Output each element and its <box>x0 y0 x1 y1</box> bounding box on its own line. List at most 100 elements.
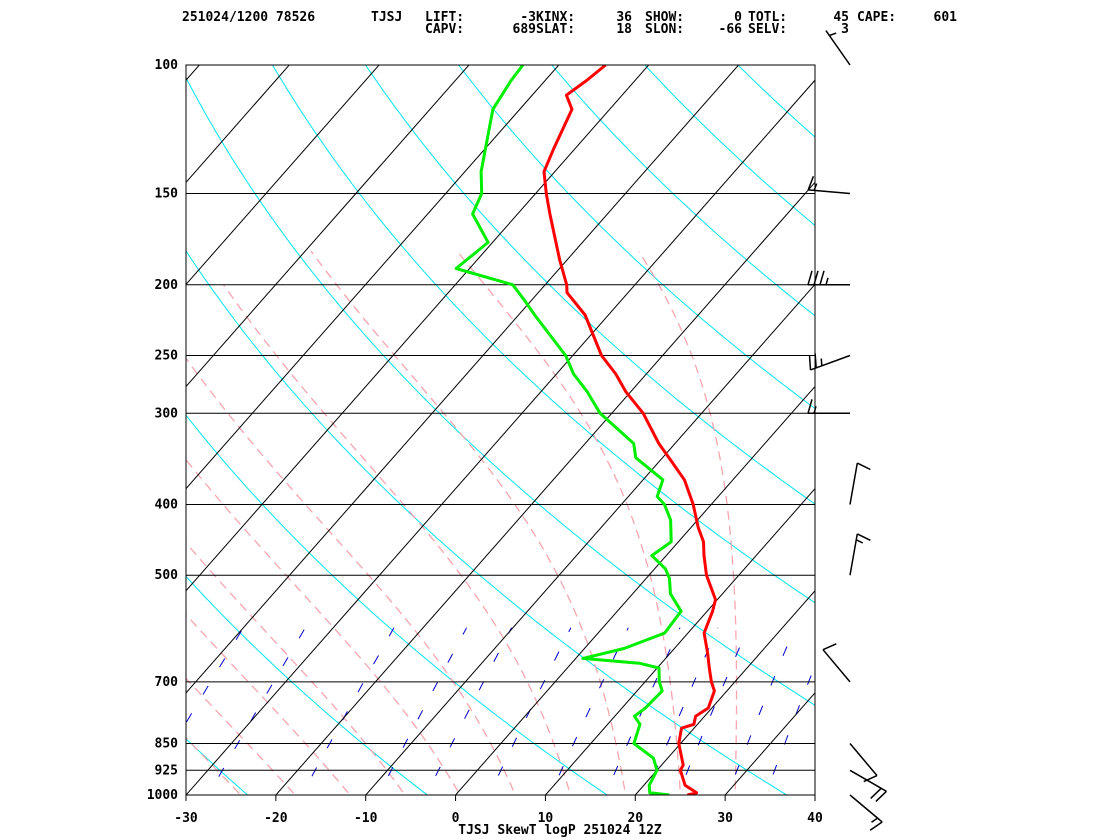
isotherm <box>544 487 815 795</box>
barb-half-flag <box>813 406 817 414</box>
barb-staff <box>810 354 851 371</box>
mixing-ratio-line <box>207 627 306 795</box>
moist-adiabat <box>638 250 738 795</box>
wind-barb <box>849 533 871 576</box>
isotherm <box>186 65 201 81</box>
wind-barb <box>808 353 851 371</box>
temperature-tick-label: -30 <box>174 811 198 826</box>
sounding-header: 251024/1200 78526 TJSJ LIFT: -3 KINX: 36… <box>0 0 1120 40</box>
index-label: TOTL: <box>748 10 788 25</box>
barb-half-flag <box>855 539 864 544</box>
pressure-tick-label: 400 <box>155 498 179 513</box>
index-label: KINX: <box>536 10 576 25</box>
dewpoint-profile <box>454 65 683 795</box>
isotherm <box>634 590 815 795</box>
barb-half-flag <box>820 358 823 366</box>
pressure-tick-label: 250 <box>155 349 179 364</box>
isotherm <box>186 65 650 592</box>
index-value: 0 <box>734 10 742 25</box>
moist-adiabat <box>186 357 517 795</box>
dry-adiabat <box>186 250 788 795</box>
moist-adiabat <box>310 250 627 795</box>
barb-flag <box>819 270 825 286</box>
barb-flag <box>813 270 819 286</box>
pressure-tick-label: 300 <box>155 406 179 421</box>
temperature-profile <box>542 65 717 795</box>
pressure-tick-label: 850 <box>155 737 179 752</box>
barb-flag <box>807 270 813 286</box>
barb-half-flag <box>829 32 837 37</box>
dry-adiabat <box>815 50 1120 805</box>
dry-adiabat <box>737 65 815 138</box>
wind-barb <box>807 270 850 286</box>
barb-flag <box>869 821 883 831</box>
barb-half-flag <box>871 817 879 823</box>
wind-barb <box>825 30 851 66</box>
index-value: 18 <box>616 22 632 37</box>
pressure-tick-label: 100 <box>155 58 179 73</box>
index-value: -66 <box>718 22 742 37</box>
barb-staff <box>849 743 878 777</box>
isotherm <box>186 65 380 286</box>
barb-flag <box>814 353 817 368</box>
dry-adiabat <box>186 414 608 795</box>
moist-adiabat <box>222 284 572 795</box>
pressure-tick-label: 1000 <box>147 788 178 803</box>
axes: -30 -20 -10 0 10 20 30 40 <box>174 64 823 826</box>
dry-adiabat <box>186 76 815 706</box>
isotherm <box>0 49 34 805</box>
isotherm <box>724 692 815 795</box>
index-label: CAPE: <box>857 10 897 25</box>
profile-series <box>454 65 717 795</box>
wind-barb <box>822 643 851 683</box>
isotherm <box>186 79 815 795</box>
index-label: SLON: <box>645 22 685 37</box>
index-value: 689 <box>512 22 536 37</box>
isotherm <box>365 283 815 795</box>
dry-adiabat <box>186 575 429 795</box>
barb-staff <box>849 533 859 576</box>
barb-flag <box>856 533 871 541</box>
wind-barb <box>849 462 871 505</box>
dry-adiabat <box>364 65 815 505</box>
background-lines <box>0 49 1120 805</box>
barb-flag <box>870 787 882 799</box>
barb-flag <box>808 355 812 370</box>
temperature-tick-label: 30 <box>717 811 733 826</box>
mixing-ratio-line <box>186 627 244 724</box>
pressure-tick-label: 925 <box>155 763 178 778</box>
dry-adiabat <box>907 50 1120 805</box>
barb-staff <box>849 794 883 823</box>
pressure-tick-label: 200 <box>155 278 179 293</box>
temperature-tick-label: 0 <box>452 811 460 826</box>
index-value: 36 <box>616 10 632 25</box>
wind-barb <box>849 794 883 831</box>
temperature-tick-label: -10 <box>354 811 378 826</box>
barb-half-flag <box>813 183 818 191</box>
isotherm <box>454 385 815 795</box>
dry-adiabat <box>644 65 815 227</box>
barb-half-flag <box>825 277 829 286</box>
moist-adiabat <box>186 613 351 795</box>
barb-staff <box>825 30 851 66</box>
index-label: CAPV: <box>425 22 465 37</box>
mixing-ratio-line <box>764 664 815 795</box>
dry-adiabat <box>271 65 815 604</box>
plot-frame <box>185 64 816 796</box>
barb-staff <box>808 189 851 195</box>
dry-adiabat <box>551 65 815 317</box>
barb-flag <box>863 774 878 783</box>
datetime-station-id: 251024/1200 78526 <box>182 10 316 25</box>
barb-staff <box>849 769 887 792</box>
index-label: SLAT: <box>536 22 576 37</box>
isotherm <box>814 794 815 795</box>
index-value: 45 <box>833 10 849 25</box>
mixing-ratio-line <box>604 627 681 795</box>
index-value: 3 <box>841 22 849 37</box>
index-value: 601 <box>933 10 957 25</box>
wind-barb <box>807 399 850 415</box>
index-label: SHOW: <box>645 10 685 25</box>
barb-flag <box>856 462 871 471</box>
barb-flag <box>875 790 887 802</box>
